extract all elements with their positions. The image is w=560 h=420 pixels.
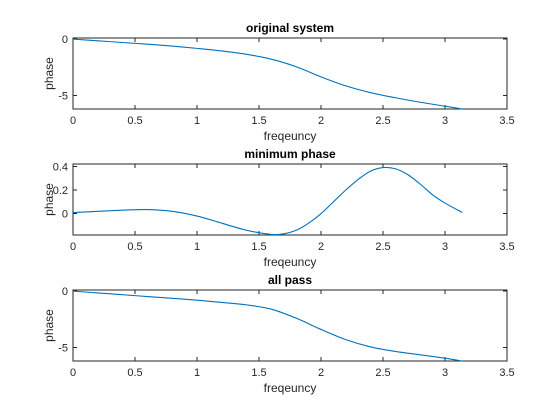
x-tick-label: 1.5 <box>251 241 266 253</box>
x-tick-label: 1.5 <box>251 367 266 379</box>
x-tick-label: 1.5 <box>251 115 266 127</box>
x-axis-label: freqeuncy <box>264 381 317 395</box>
y-tick-label: 0 <box>62 209 68 221</box>
x-tick-label: 2 <box>318 367 324 379</box>
y-tick-label: -5 <box>58 90 68 102</box>
x-tick-label: 0 <box>70 115 76 127</box>
series-line <box>72 290 463 362</box>
subplot-minimum-phase: minimum phase freqeuncy phase 0 0.5 1 1.5 2 2… <box>42 147 515 269</box>
x-tick-label: 3.5 <box>499 367 514 379</box>
x-tick-label: 3.5 <box>499 241 514 253</box>
x-tick-label: 3.5 <box>499 115 514 127</box>
x-tick-label: 1 <box>194 241 200 253</box>
y-axis-label: phase <box>42 183 56 216</box>
series-line <box>72 166 463 236</box>
x-tick-label: 1 <box>194 115 200 127</box>
chart-title: minimum phase <box>244 147 336 161</box>
chart-title: all pass <box>268 273 312 287</box>
subplot-original-system: original system freqeuncy phase 0 0.5 1 1.5… <box>42 21 515 143</box>
y-tick-label: 0.2 <box>53 185 68 197</box>
x-tick-label: 2.5 <box>375 367 390 379</box>
plot-area <box>72 289 508 362</box>
x-tick-label: 0.5 <box>127 115 142 127</box>
x-tick-label: 3 <box>442 241 448 253</box>
y-tick-label: 0 <box>62 34 68 46</box>
plot-area <box>72 37 508 110</box>
chart-title: original system <box>246 21 334 35</box>
y-tick-label: 0.4 <box>53 161 68 173</box>
subplot-all-pass: all pass freqeuncy phase 0 0.5 1 1.5 2 2.5 3 3.… <box>42 273 515 395</box>
x-tick-label: 0 <box>70 367 76 379</box>
series-line <box>72 38 463 110</box>
y-tick-label: 0 <box>62 286 68 298</box>
x-tick-label: 2 <box>318 115 324 127</box>
x-tick-label: 2.5 <box>375 115 390 127</box>
x-tick-label: 0.5 <box>127 241 142 253</box>
x-tick-label: 2 <box>318 241 324 253</box>
y-tick-label: -5 <box>58 342 68 354</box>
x-tick-label: 3 <box>442 367 448 379</box>
x-tick-label: 0 <box>70 241 76 253</box>
plot-area <box>72 163 508 236</box>
x-tick-label: 2.5 <box>375 241 390 253</box>
x-axis-label: freqeuncy <box>264 255 317 269</box>
x-tick-label: 0.5 <box>127 367 142 379</box>
x-axis-label: freqeuncy <box>264 129 317 143</box>
x-tick-label: 1 <box>194 367 200 379</box>
y-axis-label: phase <box>42 57 56 90</box>
x-tick-label: 3 <box>442 115 448 127</box>
y-axis-label: phase <box>42 309 56 342</box>
